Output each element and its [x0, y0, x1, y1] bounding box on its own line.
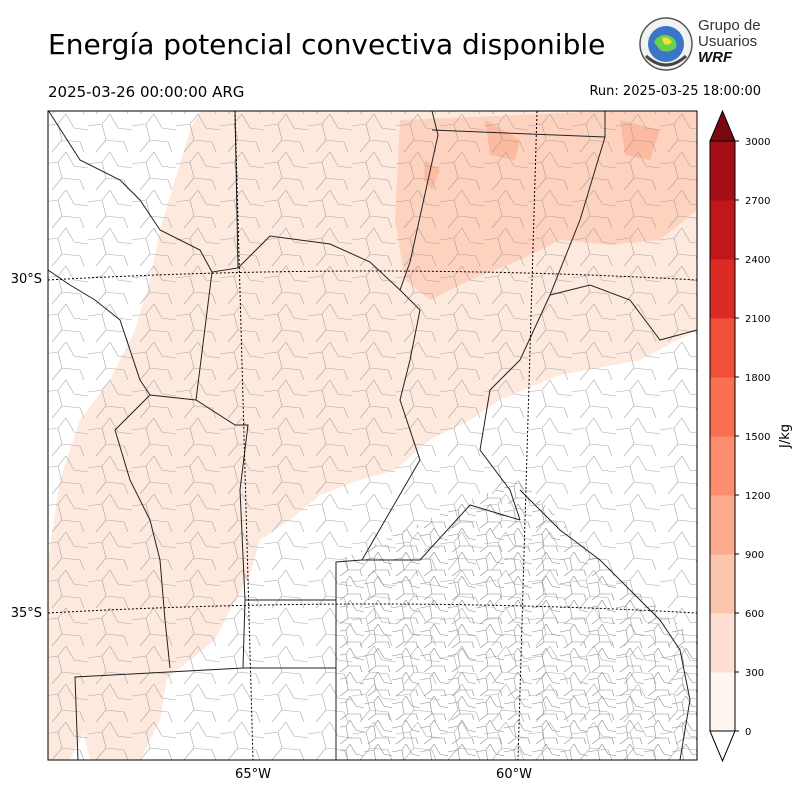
logo-line1: Grupo de — [698, 17, 761, 34]
lat-label-35: 35°S — [11, 606, 42, 621]
colorbar-band — [710, 495, 735, 555]
colorbar-band — [710, 554, 735, 614]
colorbar-label: J/kg — [778, 424, 793, 449]
colorbar-tick-label: 0 — [745, 727, 751, 738]
colorbar-tick-label: 900 — [745, 550, 764, 561]
map-area — [48, 111, 697, 760]
colorbar-band — [710, 318, 735, 378]
colorbar-band — [710, 141, 735, 201]
valid-time: 2025-03-26 00:00:00 ARG — [48, 83, 245, 101]
colorbar-extend-max — [709, 109, 736, 142]
colorbar-tick-label: 1500 — [745, 432, 770, 443]
coastline — [519, 489, 691, 760]
logo-line2: Usuarios — [698, 33, 758, 50]
colorbar-tick-label: 300 — [745, 668, 764, 679]
colorbar-tick-label: 3000 — [745, 137, 770, 148]
colorbar-band — [710, 200, 735, 260]
colorbar-tick-label: 2700 — [745, 196, 770, 207]
logo-line3: WRF — [698, 49, 733, 66]
lat-label-30: 30°S — [11, 272, 42, 287]
colorbar: 0 300 600 900 1200 1500 1800 2100 2400 2700 3000 — [709, 109, 770, 763]
colorbar-tick-label: 2100 — [745, 314, 770, 325]
colorbar-band — [710, 613, 735, 673]
wrf-logo: Grupo de Usuarios WRF — [638, 16, 763, 74]
colorbar-tick-label: 600 — [745, 609, 764, 620]
province-boundaries — [48, 111, 697, 760]
colorbar-tick-label: 1200 — [745, 491, 770, 502]
map-title: Energía potencial convectiva disponible — [48, 28, 606, 61]
colorbar-band — [710, 436, 735, 496]
colorbar-extend-min — [709, 730, 736, 763]
run-time: Run: 2025-03-25 18:00:00 — [589, 84, 761, 99]
colorbar-band — [710, 377, 735, 437]
colorbar-band — [710, 672, 735, 732]
lon-label-60: 60°W — [496, 767, 532, 782]
map-frame — [47, 110, 698, 761]
colorbar-band — [710, 259, 735, 319]
globe-seal-icon — [639, 17, 693, 71]
graticule — [48, 111, 697, 760]
colorbar-tick-label: 2400 — [745, 255, 770, 266]
lon-label-65: 65°W — [235, 767, 271, 782]
colorbar-tick-label: 1800 — [745, 373, 770, 384]
